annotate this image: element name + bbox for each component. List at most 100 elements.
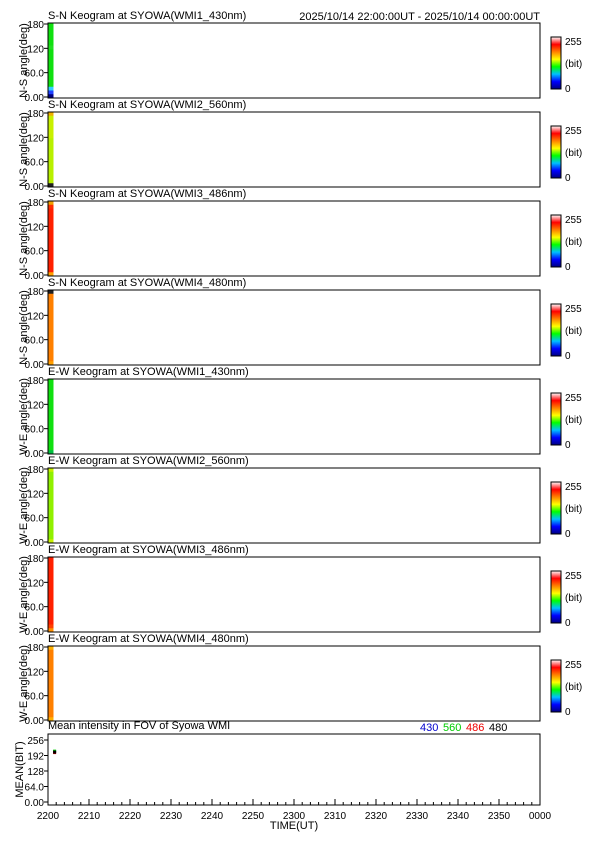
colorbar-min-label: 0 — [565, 529, 571, 540]
keogram-cell — [48, 83, 54, 88]
y-tick-label: 60.0 — [25, 158, 45, 169]
keogram-cell — [48, 653, 54, 658]
y-tick-label: 180 — [27, 554, 44, 565]
x-tick-label: 2300 — [283, 811, 306, 822]
mean-data-point — [53, 750, 57, 754]
keogram-cell — [48, 560, 54, 565]
keogram-cell — [48, 401, 54, 406]
keogram-cell — [48, 227, 54, 232]
keogram-cell — [48, 646, 54, 651]
y-tick-label: 60.0 — [25, 425, 45, 436]
keogram-cell — [48, 261, 54, 266]
colorbar-max-label: 255 — [565, 482, 582, 493]
y-tick-label: 0.00 — [25, 93, 45, 104]
keogram-cell — [48, 350, 54, 355]
keogram-cell — [48, 446, 54, 451]
keogram-cell — [48, 424, 54, 429]
y-tick-label: 180 — [27, 20, 44, 31]
keogram-cell — [48, 301, 54, 306]
colorbar-max-label: 255 — [565, 660, 582, 671]
keogram-cell — [48, 312, 54, 317]
colorbar-max-label: 255 — [565, 393, 582, 404]
y-tick-label: 256 — [27, 736, 44, 747]
x-tick-label: 2200 — [37, 811, 60, 822]
y-tick-label: 120 — [27, 44, 44, 55]
keogram-cell — [48, 71, 54, 76]
keogram-cell — [48, 498, 54, 503]
keogram-cell — [48, 575, 54, 580]
keogram-cell — [48, 450, 54, 455]
keogram-cell — [48, 342, 54, 347]
keogram-cell — [48, 142, 54, 147]
plot-frame — [47, 22, 541, 99]
x-tick-label: 2220 — [119, 811, 142, 822]
colorbar — [550, 36, 562, 90]
keogram-cell — [48, 41, 54, 46]
y-tick-label: 180 — [27, 287, 44, 298]
keogram-cell — [48, 123, 54, 128]
y-tick-label: 120 — [27, 222, 44, 233]
y-axis-label: N-S angle(deg) — [18, 201, 30, 276]
keogram-cell — [48, 290, 54, 295]
keogram-cell — [48, 357, 54, 362]
keogram-cell — [48, 168, 54, 173]
keogram-cell — [48, 94, 54, 99]
keogram-cell — [48, 183, 54, 188]
keogram-cell — [48, 620, 54, 625]
colorbar-max-label: 255 — [565, 215, 582, 226]
legend-entry: 486 — [466, 722, 484, 734]
keogram-cell — [48, 338, 54, 343]
legend-entry: 560 — [443, 722, 461, 734]
keogram-cell — [48, 219, 54, 224]
y-tick-label: 60.0 — [25, 247, 45, 258]
plot-frame — [47, 200, 541, 277]
keogram-title: E-W Keogram at SYOWA(WMI2_560nm) — [48, 455, 249, 467]
y-tick-label: 0.00 — [25, 538, 45, 549]
keogram-cell — [48, 79, 54, 84]
y-tick-label: 60.0 — [25, 69, 45, 80]
keogram-cell — [48, 471, 54, 476]
plot-frame — [47, 111, 541, 188]
keogram-cell — [48, 535, 54, 540]
y-tick-label: 120 — [27, 667, 44, 678]
y-tick-label: 60.0 — [25, 692, 45, 703]
keogram-cell — [48, 494, 54, 499]
colorbar — [550, 214, 562, 268]
y-tick-label: 60.0 — [25, 336, 45, 347]
colorbar-unit-label: (bit) — [565, 326, 582, 337]
keogram-cell — [48, 268, 54, 273]
keogram-cell — [48, 68, 54, 73]
keogram-cell — [48, 683, 54, 688]
keogram-cell — [48, 702, 54, 707]
keogram-cell — [48, 509, 54, 514]
keogram-cell — [48, 45, 54, 50]
keogram-cell — [48, 483, 54, 488]
keogram-cell — [48, 316, 54, 321]
keogram-title: S-N Keogram at SYOWA(WMI3_486nm) — [48, 188, 246, 200]
y-tick-label: 0.00 — [25, 360, 45, 371]
y-tick-label: 60.0 — [25, 603, 45, 614]
colorbar-max-label: 255 — [565, 571, 582, 582]
keogram-cell — [48, 709, 54, 714]
keogram-cell — [48, 661, 54, 666]
x-tick-label: 0000 — [529, 811, 552, 822]
y-tick-label: 192 — [27, 752, 44, 763]
keogram-cell — [48, 157, 54, 162]
keogram-cell — [48, 516, 54, 521]
y-tick-label: 0.00 — [25, 449, 45, 460]
keogram-cell — [48, 26, 54, 31]
keogram-cell — [48, 238, 54, 243]
y-axis-label: N-S angle(deg) — [18, 23, 30, 98]
keogram-cell — [48, 127, 54, 132]
y-tick-label: 64.0 — [25, 783, 45, 794]
plot-frame — [47, 467, 541, 544]
keogram-cell — [48, 564, 54, 569]
colorbar-min-label: 0 — [565, 440, 571, 451]
colorbar-unit-label: (bit) — [565, 682, 582, 693]
keogram-cell — [48, 234, 54, 239]
keogram-cell — [48, 130, 54, 135]
keogram-cell — [48, 624, 54, 629]
plot-frame — [47, 556, 541, 633]
x-axis-label: TIME(UT) — [270, 820, 318, 832]
